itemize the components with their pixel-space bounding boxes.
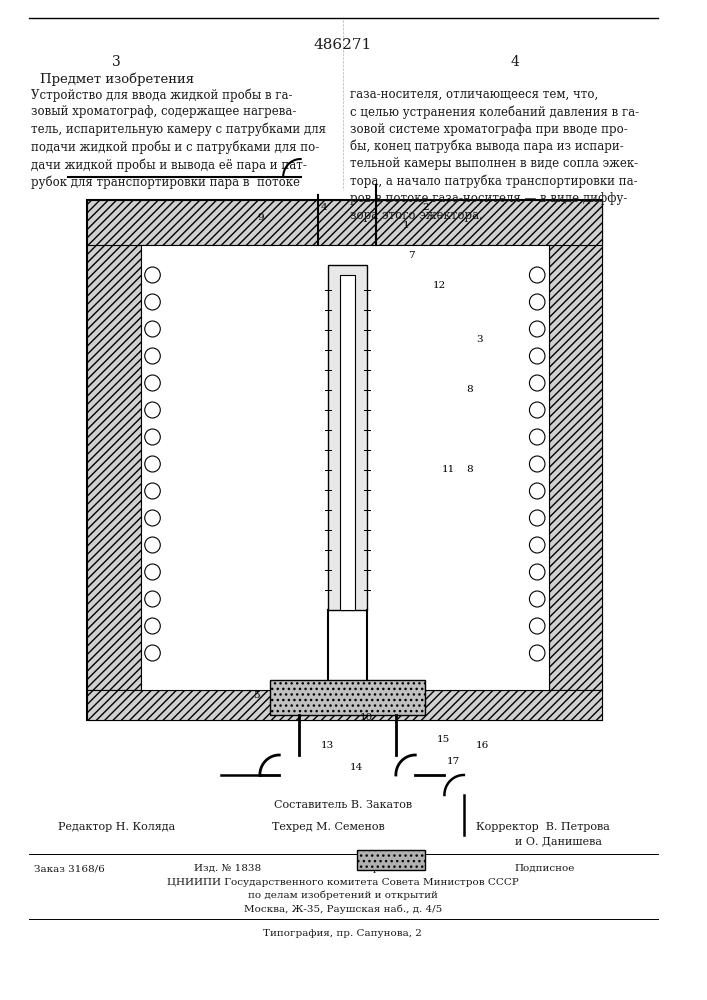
Text: 14: 14 [350,764,363,772]
Text: Редактор Н. Коляда: Редактор Н. Коляда [58,822,175,832]
Text: 16: 16 [476,740,489,750]
Circle shape [145,456,160,472]
Circle shape [145,591,160,607]
Circle shape [530,456,545,472]
Circle shape [145,294,160,310]
Text: 15: 15 [437,736,450,744]
Circle shape [145,267,160,283]
Circle shape [530,402,545,418]
Polygon shape [88,690,602,720]
Text: 10: 10 [359,714,373,722]
Text: 4: 4 [510,55,520,69]
Circle shape [145,348,160,364]
Text: по делам изобретений и открытий: по делам изобретений и открытий [248,891,438,900]
Polygon shape [88,200,141,690]
Polygon shape [88,200,602,245]
Circle shape [530,537,545,553]
Text: 13: 13 [320,740,334,750]
Text: 8: 8 [467,466,473,475]
Text: Корректор  В. Петрова: Корректор В. Петрова [476,822,610,832]
Text: Москва, Ж-35, Раушская наб., д. 4/5: Москва, Ж-35, Раушская наб., д. 4/5 [244,904,442,914]
Circle shape [530,429,545,445]
Text: 11: 11 [442,466,455,475]
Text: Заказ 3168/6: Заказ 3168/6 [34,864,105,873]
Text: Типография, пр. Сапунова, 2: Типография, пр. Сапунова, 2 [264,929,422,938]
Text: 2: 2 [423,204,429,213]
Circle shape [530,510,545,526]
Circle shape [145,321,160,337]
Circle shape [145,537,160,553]
Circle shape [530,321,545,337]
Circle shape [530,618,545,634]
Circle shape [530,294,545,310]
Text: и О. Данишева: и О. Данишева [515,836,602,846]
Text: ЦНИИПИ Государственного комитета Совета Министров СССР: ЦНИИПИ Государственного комитета Совета … [167,878,519,887]
Text: газа-носителя, отличающееся тем, что,
с целью устранения колебаний давления в га: газа-носителя, отличающееся тем, что, с … [350,88,639,222]
Circle shape [530,483,545,499]
Text: 486271: 486271 [314,38,372,52]
Circle shape [530,267,545,283]
Circle shape [530,348,545,364]
Circle shape [145,564,160,580]
Circle shape [145,483,160,499]
Text: 1: 1 [403,221,410,230]
Text: 3: 3 [112,55,121,69]
Polygon shape [141,245,549,690]
Polygon shape [357,850,425,870]
Text: Составитель В. Закатов: Составитель В. Закатов [274,800,412,810]
Circle shape [145,402,160,418]
Text: Тираж 902: Тираж 902 [359,864,419,873]
Polygon shape [339,275,355,610]
Text: 8: 8 [467,385,473,394]
Text: Подписное: Подписное [515,864,575,873]
Text: 4: 4 [320,204,327,213]
Circle shape [530,564,545,580]
Circle shape [145,375,160,391]
Polygon shape [328,265,367,610]
Circle shape [145,645,160,661]
Polygon shape [549,200,602,690]
Text: Техред М. Семенов: Техред М. Семенов [272,822,385,832]
Text: 3: 3 [476,336,483,344]
Polygon shape [269,680,425,715]
Text: 17: 17 [447,758,460,766]
Text: Предмет изобретения: Предмет изобретения [40,72,194,86]
Circle shape [530,591,545,607]
Text: Устройство для ввода жидкой пробы в га-
зовый хроматограф, содержащее нагрева-
т: Устройство для ввода жидкой пробы в га- … [31,88,326,189]
Text: 12: 12 [432,280,445,290]
Circle shape [530,645,545,661]
Circle shape [145,429,160,445]
Circle shape [145,510,160,526]
Text: 5: 5 [252,690,259,700]
Text: 9: 9 [257,214,264,223]
Text: Изд. № 1838: Изд. № 1838 [194,864,262,873]
Circle shape [530,375,545,391]
Text: 7: 7 [408,250,414,259]
Circle shape [145,618,160,634]
